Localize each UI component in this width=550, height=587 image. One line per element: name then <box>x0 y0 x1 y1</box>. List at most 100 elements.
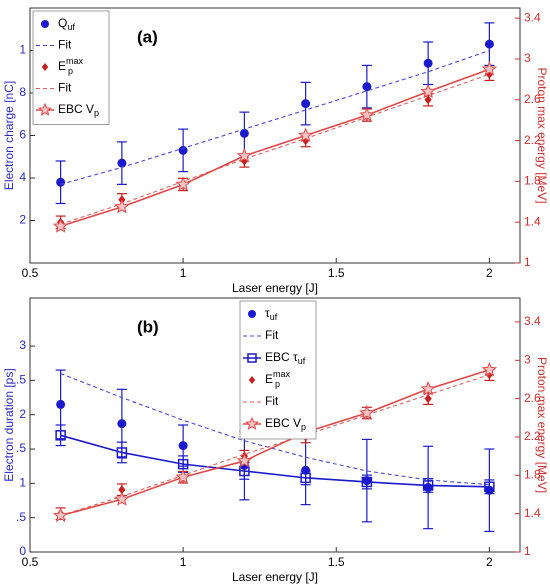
legend-name: E <box>265 372 273 386</box>
x-tick-label: 1.5 <box>328 555 345 569</box>
legend-box <box>239 300 317 440</box>
y2-tick-label: 3 <box>524 51 531 65</box>
y2-tick-label: 1.4 <box>524 214 541 228</box>
y-tick-label: 3 <box>19 338 26 352</box>
series-line <box>60 49 490 185</box>
y-tick-label: .5 <box>16 510 26 524</box>
marker <box>117 419 127 429</box>
legend-sub: p <box>301 422 306 432</box>
legend-name: EBC τ <box>265 350 298 364</box>
y2-tick-label: 1 <box>524 544 531 558</box>
marker <box>247 353 257 363</box>
marker <box>481 361 498 377</box>
marker <box>362 82 372 92</box>
marker <box>424 394 432 404</box>
marker <box>38 102 52 116</box>
marker <box>41 63 49 71</box>
series-line <box>60 73 490 225</box>
marker <box>56 177 66 187</box>
marker <box>178 145 188 155</box>
y2-tick-label: 2.6 <box>524 391 541 405</box>
y2-axis-label: Proton max energy [MeV] <box>535 357 549 493</box>
marker <box>116 447 128 458</box>
y-tick-label: 1 <box>19 43 26 57</box>
legend-sub: uf <box>67 22 75 32</box>
legend-label: Emax p <box>58 56 84 76</box>
marker <box>359 404 375 420</box>
marker <box>420 381 436 396</box>
x-tick-label: 2 <box>486 266 493 280</box>
marker <box>424 95 432 105</box>
marker <box>117 158 127 168</box>
series-line <box>60 68 490 228</box>
marker <box>41 20 49 28</box>
marker <box>52 218 69 233</box>
marker <box>236 147 253 163</box>
y-tick-label: 0 <box>19 544 26 558</box>
legend-name: Fit <box>58 81 72 95</box>
marker <box>178 441 188 451</box>
x-axis-label: Laser energy [J] <box>232 570 318 584</box>
legend-label: Fit <box>58 38 72 52</box>
plot-frame <box>29 297 521 553</box>
legend-sup: max <box>66 56 84 66</box>
marker <box>301 99 311 109</box>
legend-name: E <box>58 59 66 73</box>
y2-tick-label: 2.2 <box>524 133 541 147</box>
marker <box>248 376 256 384</box>
legend-label: EBC Vp <box>58 102 99 118</box>
legend-sup: max <box>273 369 291 379</box>
legend-name: Fit <box>265 394 279 408</box>
y-tick-label: 4 <box>19 170 26 184</box>
y-axis-label: Electron charge [nC] <box>2 81 16 190</box>
legend-label: Fit <box>265 394 279 408</box>
legend-label: Fit <box>265 328 279 342</box>
legend-label: EBC τuf <box>265 350 306 366</box>
y2-tick-label: 2.6 <box>524 92 541 106</box>
marker <box>236 452 253 468</box>
y2-axis-label: Proton max energy [MeV] <box>535 67 549 203</box>
legend-sub: p <box>94 108 99 118</box>
legend-sub: uf <box>270 312 278 322</box>
y2-tick-label: 3.4 <box>524 10 541 24</box>
x-tick-label: 1 <box>180 266 187 280</box>
legend-sub: p <box>68 66 73 76</box>
x-tick-label: 1 <box>180 555 187 569</box>
legend-name: Fit <box>58 38 72 52</box>
legend-label: Emax p <box>265 369 291 389</box>
marker <box>361 476 373 488</box>
y2-tick-label: 3.4 <box>524 314 541 328</box>
marker <box>420 83 436 99</box>
y2-tick-label: 3 <box>524 352 531 366</box>
marker <box>245 416 259 430</box>
marker <box>56 399 66 409</box>
legend-name: τ <box>265 306 270 320</box>
marker <box>114 198 130 214</box>
series-line <box>60 374 490 517</box>
marker <box>114 491 130 506</box>
x-tick-label: 1.5 <box>328 266 345 280</box>
legend-name: EBC V <box>58 102 94 116</box>
marker <box>248 310 256 318</box>
marker <box>239 465 250 477</box>
marker <box>55 430 66 441</box>
legend-label: EBC Vp <box>265 416 306 432</box>
marker <box>175 469 191 484</box>
marker <box>484 39 494 49</box>
panel-label: (a) <box>137 27 158 46</box>
x-tick-label: 2 <box>486 555 493 569</box>
marker <box>300 472 311 484</box>
series-line <box>60 369 490 517</box>
marker <box>239 128 249 138</box>
y-tick-label: 2 <box>19 407 26 421</box>
x-tick-label: 0.5 <box>22 555 39 569</box>
legend-label: Quf <box>58 16 75 32</box>
y2-tick-label: 1.4 <box>524 506 541 520</box>
legend-sub: uf <box>298 356 306 366</box>
marker <box>177 458 189 470</box>
x-axis-label: Laser energy [J] <box>232 281 318 295</box>
